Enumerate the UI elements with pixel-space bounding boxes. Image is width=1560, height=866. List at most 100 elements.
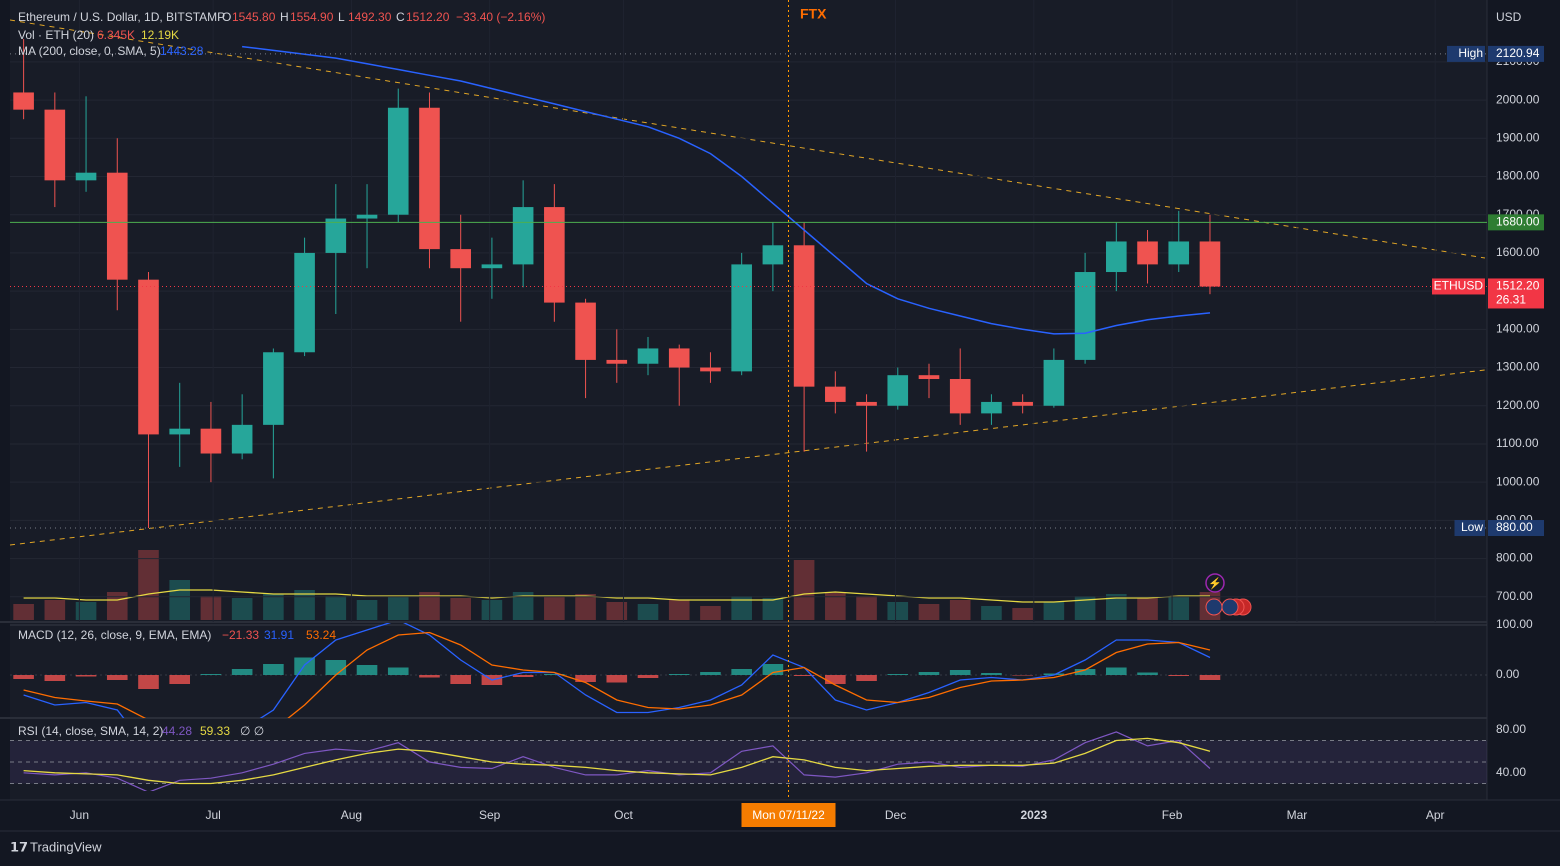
volume-bar	[887, 602, 909, 620]
macd-hist	[75, 675, 97, 677]
candle-body	[544, 207, 565, 303]
event-icon-glyph: ⚡	[1208, 577, 1222, 590]
price-name-bg	[1447, 45, 1485, 62]
candle-body	[793, 245, 815, 387]
event-icon[interactable]	[1221, 598, 1239, 616]
macd-title: MACD (12, 26, close, 9, EMA, EMA)	[18, 628, 211, 642]
y-tick-label: 1600.00	[1496, 245, 1540, 259]
volume-bar	[294, 590, 315, 620]
y-tick-label: 1400.00	[1496, 322, 1540, 336]
macd-hist	[356, 665, 378, 675]
candle-body	[231, 424, 253, 454]
macd-hist	[13, 675, 34, 679]
ma-title: MA (200, close, 0, SMA, 5)	[18, 44, 161, 58]
volume-bar	[200, 596, 222, 620]
candle-body	[700, 367, 721, 372]
y-tick-label: 80.00	[1496, 722, 1526, 736]
volume-bar	[325, 596, 347, 620]
ohlc-value: 1512.20	[406, 10, 450, 24]
macd-hist	[575, 675, 596, 682]
event-icon[interactable]	[1205, 573, 1225, 593]
volume-bar	[387, 596, 409, 620]
macd-hist	[793, 675, 815, 676]
volume-bar	[450, 598, 471, 620]
ohlc-key: C	[396, 10, 405, 24]
main-layer	[9, 0, 1487, 622]
macd-hist	[419, 675, 440, 678]
rsi-layer	[10, 731, 1487, 791]
ohlc-value: 1492.30	[348, 10, 392, 24]
volume-bar	[106, 592, 128, 620]
x-tick-label: Sep	[479, 808, 501, 822]
macd-hist	[138, 675, 159, 689]
volume-bar	[575, 594, 596, 620]
ohlc-key: L	[338, 10, 345, 24]
volume-bar	[668, 600, 690, 620]
candle-body	[106, 172, 128, 280]
candle-body	[512, 207, 534, 265]
macd-hist	[856, 675, 877, 681]
ohlc-key: H	[280, 10, 289, 24]
macd-hist	[918, 672, 940, 675]
price-label: 1512.20	[1496, 279, 1540, 293]
macd-layer	[10, 623, 1487, 718]
volume-bar	[512, 592, 534, 620]
brand-logo: 𝟭𝟳	[10, 839, 28, 854]
candle-body	[481, 264, 503, 269]
candle-body	[762, 245, 784, 265]
x-tick-label: Feb	[1162, 808, 1183, 822]
macd-hist	[981, 673, 1002, 675]
macd-hist	[325, 660, 347, 675]
volume-bar	[481, 600, 503, 620]
event-icon[interactable]	[1205, 598, 1223, 616]
macd-hist	[544, 674, 565, 675]
volume-bar	[169, 580, 191, 620]
x-tick-label: Mar	[1287, 808, 1308, 822]
candle-body	[1168, 241, 1190, 265]
candle-body	[200, 428, 222, 454]
candle-body	[981, 401, 1002, 414]
candle-body	[1199, 241, 1221, 287]
currency: USD	[1496, 10, 1522, 24]
rsi-title: RSI (14, close, SMA, 14, 2)	[18, 724, 163, 738]
y-tick-label: 1300.00	[1496, 360, 1540, 374]
macd-hist	[1199, 675, 1221, 680]
price-name: ETHUSD	[1434, 279, 1484, 293]
candle-body	[356, 214, 378, 219]
rsi-ma-line	[23, 737, 1211, 785]
crosshair-label: Mon 07/11/22	[752, 808, 825, 822]
ma-line	[242, 45, 1211, 335]
volume-bar	[1168, 596, 1190, 620]
macd-hist	[1012, 675, 1033, 676]
candle-body	[856, 401, 877, 406]
price-label: 880.00	[1496, 520, 1533, 534]
volume-bar	[700, 606, 721, 620]
vol-value: 6.345K	[97, 28, 135, 42]
macd-hist	[450, 675, 471, 684]
volume-bar	[231, 598, 253, 620]
macd-hist	[263, 664, 284, 675]
x-tick-label: Jul	[205, 808, 220, 822]
y-tick-label: 800.00	[1496, 551, 1533, 565]
trendline	[9, 369, 1486, 546]
volume-bar	[637, 604, 659, 620]
volume-bar	[1137, 598, 1158, 620]
volume-bar	[44, 600, 66, 620]
macd-hist	[887, 674, 909, 675]
volume-bar	[918, 604, 940, 620]
volume-bar	[263, 594, 284, 620]
candle-body	[263, 352, 284, 425]
x-tick-label: Dec	[885, 808, 906, 822]
price-name-bg	[1454, 520, 1485, 537]
macd-hist	[637, 675, 659, 678]
macd-hist	[231, 669, 253, 675]
candle-body	[13, 92, 34, 110]
volume-bar	[731, 596, 752, 620]
change: −33.40 (−2.16%)	[456, 10, 545, 24]
x-tick-label: Oct	[614, 808, 633, 822]
macd-hist	[606, 675, 628, 683]
signal-line	[23, 631, 1211, 718]
macd-readout: 53.24	[306, 628, 336, 642]
x-tick-label: Apr	[1426, 808, 1445, 822]
candle-body	[75, 172, 97, 181]
